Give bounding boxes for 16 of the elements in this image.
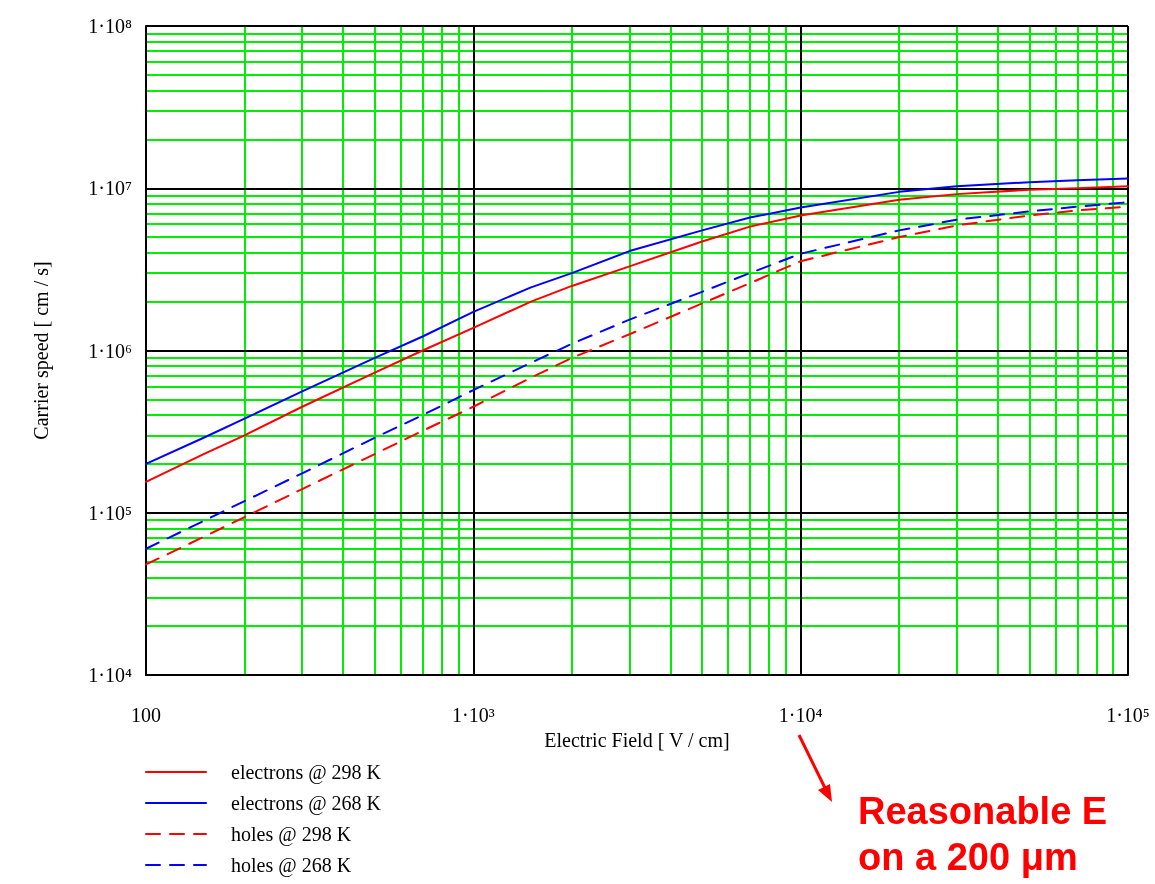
legend-label: holes @ 268 K [231, 854, 352, 877]
text: Reasonable E on a 200 μm [858, 789, 1108, 880]
legend-label: electrons @ 298 K [231, 761, 382, 784]
y-axis-title: Carrier speed [ cm / s] [30, 261, 53, 440]
legend-label: holes @ 298 K [231, 823, 352, 846]
x-tick-label: 100 [131, 704, 161, 726]
x-tick-label: 1·10⁴ [778, 704, 823, 726]
legend-label: electrons @ 268 K [231, 792, 382, 815]
x-tick-label: 1·10³ [452, 704, 495, 726]
x-axis-title: Electric Field [ V / cm] [544, 728, 730, 751]
x-tick-label: 1·10⁵ [1106, 704, 1150, 726]
y-tick-label: 1·10⁵ [88, 501, 132, 524]
y-tick-label: 1·10⁸ [88, 15, 133, 37]
y-tick-label: 1·10⁶ [88, 339, 133, 362]
y-tick-label: 1·10⁴ [88, 664, 133, 686]
y-tick-label: 1·10⁷ [88, 177, 133, 200]
